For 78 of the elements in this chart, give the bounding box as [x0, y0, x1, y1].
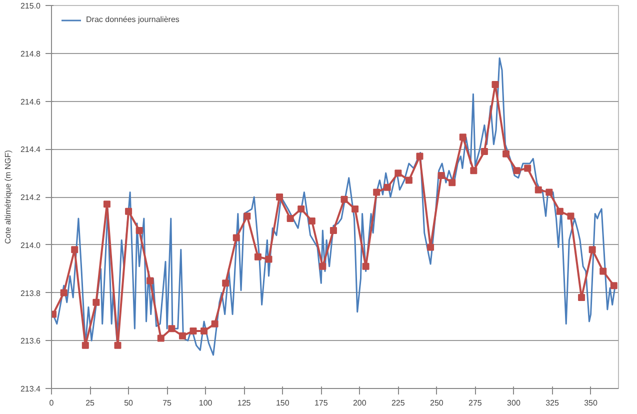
point — [352, 205, 359, 212]
point — [546, 188, 553, 196]
x-tick-label: 250 — [430, 398, 444, 408]
point — [319, 262, 326, 270]
x-tick-label: 275 — [468, 398, 482, 408]
x-tick-label: 75 — [162, 398, 172, 408]
point — [610, 282, 618, 290]
x-tick-label: 125 — [237, 398, 252, 408]
point — [178, 332, 186, 340]
y-tick-label: 214.6 — [20, 97, 42, 106]
x-tick-label: 325 — [546, 398, 560, 408]
point — [492, 80, 499, 88]
x-tick-label: 25 — [86, 398, 96, 408]
point — [168, 325, 176, 332]
point — [265, 256, 272, 263]
x-tick-label: 200 — [352, 398, 367, 408]
point — [71, 246, 78, 254]
point — [567, 212, 574, 220]
point — [578, 294, 586, 302]
point — [157, 334, 164, 342]
point — [427, 244, 434, 251]
point — [502, 150, 510, 158]
point — [222, 280, 230, 287]
point — [524, 164, 532, 172]
x-tick-label: 225 — [391, 398, 406, 408]
point — [92, 298, 100, 306]
x-tick-label: 350 — [584, 398, 598, 408]
point — [286, 215, 294, 222]
point — [394, 170, 402, 177]
x-tick-label: 300 — [507, 398, 521, 408]
point — [556, 208, 564, 215]
y-tick-label: 213.6 — [20, 336, 42, 346]
point — [211, 320, 218, 328]
y-tick-label: 214.0 — [20, 240, 42, 250]
point — [600, 268, 607, 275]
point — [125, 208, 132, 215]
y-tick-label: 214.8 — [20, 49, 42, 58]
y-tick-label: 213.4 — [20, 384, 42, 394]
point — [308, 217, 316, 224]
point — [254, 253, 262, 260]
point — [438, 172, 445, 179]
point — [244, 212, 251, 220]
point — [330, 227, 337, 234]
point — [534, 186, 542, 194]
point — [588, 246, 596, 254]
y-tick-label: 214.4 — [20, 145, 42, 154]
point — [136, 227, 143, 234]
x-tick-label: 50 — [124, 398, 134, 408]
point — [114, 342, 122, 349]
point — [60, 289, 68, 296]
y-tick-label: 214.2 — [20, 193, 42, 202]
point — [340, 196, 348, 203]
y-tick-label: 213.8 — [20, 288, 42, 298]
y-tick-label: 215.0 — [20, 2, 42, 10]
point — [405, 176, 412, 184]
point — [200, 328, 208, 335]
point — [298, 205, 305, 212]
point — [373, 188, 380, 196]
point — [103, 200, 110, 208]
y-axis-title: Cote altimétrique (m NGF) — [3, 150, 12, 244]
point — [82, 342, 89, 349]
point — [362, 262, 370, 270]
point — [276, 194, 284, 200]
x-tick-label: 100 — [198, 398, 213, 408]
point — [480, 148, 488, 156]
point — [459, 134, 466, 141]
legend-label: Drac données journalières — [86, 15, 180, 24]
x-tick-label: 0 — [49, 398, 54, 408]
x-tick-label: 150 — [276, 398, 290, 408]
point — [384, 184, 391, 191]
x-tick-label: 175 — [314, 398, 328, 408]
point — [232, 234, 240, 242]
point — [416, 152, 424, 160]
point — [448, 179, 456, 186]
point — [470, 167, 478, 174]
point — [146, 277, 154, 284]
point — [513, 167, 520, 174]
point — [190, 328, 197, 335]
